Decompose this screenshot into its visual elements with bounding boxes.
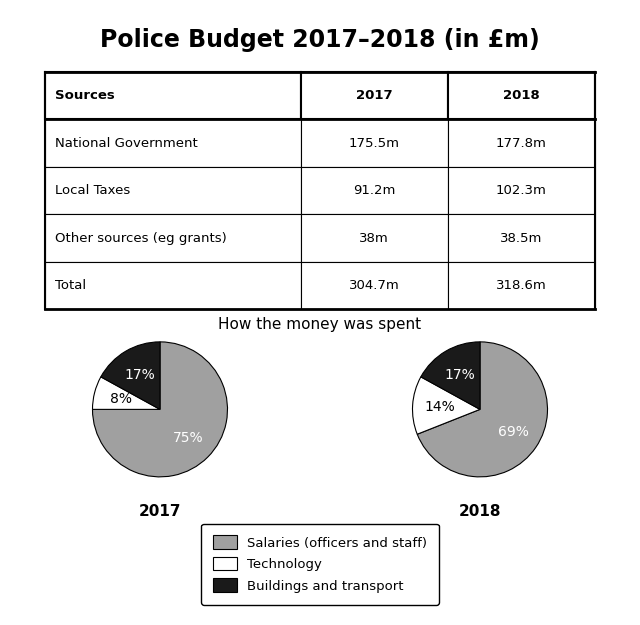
Text: 38.5m: 38.5m (500, 232, 543, 244)
Wedge shape (101, 342, 160, 409)
Wedge shape (413, 377, 480, 434)
Bar (45, 119, 301, 167)
Bar (448, 72, 595, 119)
Text: 318.6m: 318.6m (496, 279, 547, 292)
Text: 304.7m: 304.7m (349, 279, 399, 292)
Wedge shape (421, 342, 480, 409)
Wedge shape (417, 342, 547, 477)
Bar (301, 72, 448, 119)
Wedge shape (93, 377, 160, 409)
Text: 2018: 2018 (459, 504, 501, 519)
Bar (301, 167, 448, 214)
Text: Total: Total (54, 279, 86, 292)
Text: 2017: 2017 (139, 504, 181, 519)
Bar (448, 262, 595, 309)
Bar (301, 262, 448, 309)
Bar (448, 214, 595, 262)
Bar (301, 119, 448, 167)
Text: Other sources (eg grants): Other sources (eg grants) (54, 232, 227, 244)
Text: 8%: 8% (110, 392, 132, 406)
Text: 38m: 38m (359, 232, 389, 244)
Text: 175.5m: 175.5m (349, 137, 400, 149)
Bar (448, 119, 595, 167)
Text: Police Budget 2017–2018 (in £m): Police Budget 2017–2018 (in £m) (100, 28, 540, 52)
Bar (45, 72, 301, 119)
Bar (448, 167, 595, 214)
Bar (45, 214, 301, 262)
Text: Sources: Sources (54, 89, 115, 102)
Bar (45, 167, 301, 214)
Text: 17%: 17% (444, 368, 475, 381)
Text: 177.8m: 177.8m (496, 137, 547, 149)
Text: 75%: 75% (173, 431, 204, 445)
Text: 17%: 17% (124, 368, 155, 381)
Text: 91.2m: 91.2m (353, 184, 396, 197)
Wedge shape (93, 342, 227, 477)
Bar (45, 262, 301, 309)
Text: 2018: 2018 (503, 89, 540, 102)
Text: 2017: 2017 (356, 89, 392, 102)
Text: 69%: 69% (498, 425, 529, 439)
Legend: Salaries (officers and staff), Technology, Buildings and transport: Salaries (officers and staff), Technolog… (201, 524, 439, 604)
Bar (301, 214, 448, 262)
Text: Local Taxes: Local Taxes (54, 184, 130, 197)
Text: How the money was spent: How the money was spent (218, 318, 422, 332)
Text: National Government: National Government (54, 137, 198, 149)
Text: 14%: 14% (424, 400, 455, 414)
Text: 102.3m: 102.3m (496, 184, 547, 197)
